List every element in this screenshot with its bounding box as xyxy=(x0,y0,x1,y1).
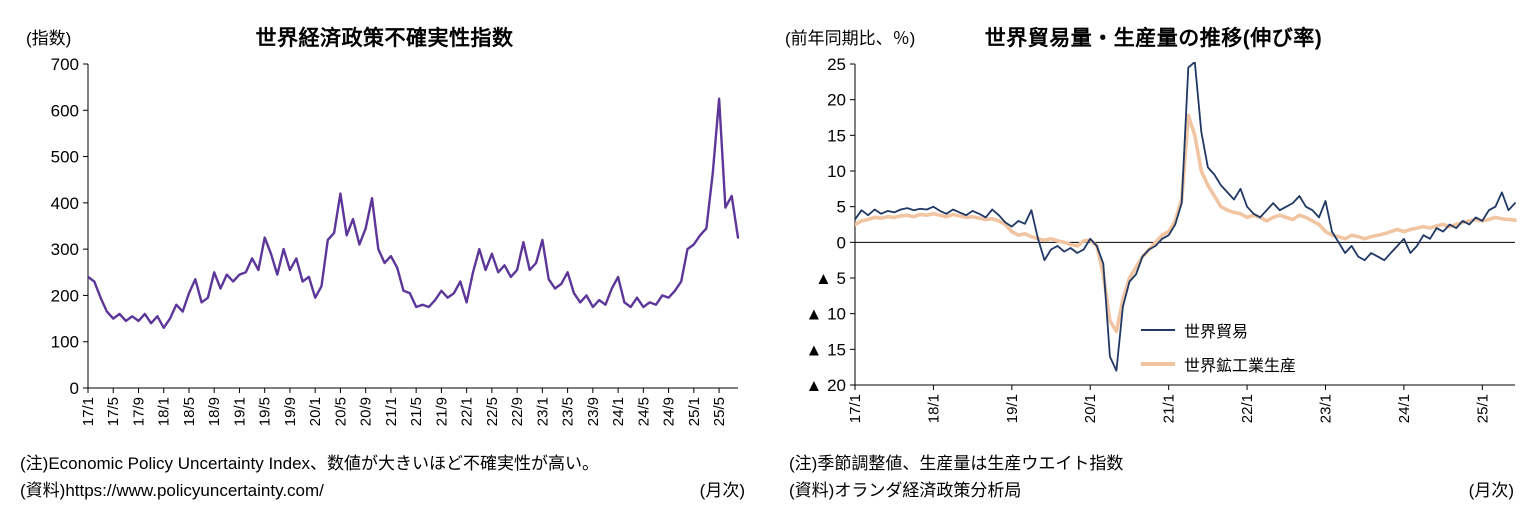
svg-text:21/1: 21/1 xyxy=(1161,394,1178,423)
svg-text:22/1: 22/1 xyxy=(459,397,476,426)
svg-text:17/9: 17/9 xyxy=(130,397,147,426)
epu-y-axis-unit-label: (指数) xyxy=(26,29,72,48)
svg-text:20/1: 20/1 xyxy=(307,397,324,426)
svg-text:500: 500 xyxy=(51,148,79,167)
svg-text:19/1: 19/1 xyxy=(1004,394,1021,423)
legend-item-world-industrial-production: 世界鉱工業生産 xyxy=(1141,352,1296,376)
svg-text:17/1: 17/1 xyxy=(847,394,864,423)
svg-text:24/5: 24/5 xyxy=(635,397,652,426)
svg-text:21/1: 21/1 xyxy=(383,397,400,426)
svg-text:20/9: 20/9 xyxy=(358,397,375,426)
svg-text:23/5: 23/5 xyxy=(560,397,577,426)
svg-text:25/5: 25/5 xyxy=(711,397,728,426)
svg-text:25: 25 xyxy=(827,55,846,74)
svg-text:▲ 15: ▲ 15 xyxy=(806,340,846,359)
svg-text:22/9: 22/9 xyxy=(509,397,526,426)
trade-chart-title: 世界貿易量・生産量の推移(伸び率) xyxy=(984,27,1323,50)
trade-y-axis-unit-label: (前年同期比、％) xyxy=(785,29,916,48)
world-industrial-production-line-swatch xyxy=(1141,362,1175,366)
svg-text:19/5: 19/5 xyxy=(257,397,274,426)
svg-text:10: 10 xyxy=(827,162,846,181)
svg-text:5: 5 xyxy=(837,198,846,217)
svg-text:25/1: 25/1 xyxy=(686,397,703,426)
svg-text:22/1: 22/1 xyxy=(1239,394,1256,423)
svg-text:23/1: 23/1 xyxy=(1317,394,1334,423)
svg-text:400: 400 xyxy=(51,194,79,213)
svg-text:18/9: 18/9 xyxy=(206,397,223,426)
world-trade-line-swatch xyxy=(1141,329,1175,331)
svg-text:600: 600 xyxy=(51,101,79,120)
trade-frequency-label: (月次) xyxy=(1468,481,1514,500)
svg-text:0: 0 xyxy=(70,379,79,398)
trade-chart-legend: 世界貿易 世界鉱工業生産 xyxy=(1141,318,1296,376)
svg-text:19/1: 19/1 xyxy=(231,397,248,426)
legend-label-world-trade: 世界貿易 xyxy=(1184,324,1249,341)
svg-text:0: 0 xyxy=(837,233,846,252)
epu-chart-title: 世界経済政策不確実性指数 xyxy=(255,27,514,50)
epu-source-note: (資料)https://www.policyuncertainty.com/ xyxy=(20,481,324,500)
trade-chart-panel: (前年同期比、％) 世界貿易量・生産量の推移(伸び率) 25 20 15 10 5 0 ▲ … xyxy=(769,0,1538,527)
svg-text:18/5: 18/5 xyxy=(181,397,198,426)
svg-text:24/1: 24/1 xyxy=(610,397,627,426)
svg-text:▲ 5: ▲ 5 xyxy=(815,269,846,288)
epu-note: (注)Economic Policy Uncertainty Index、数値が… xyxy=(20,454,600,473)
svg-text:20/1: 20/1 xyxy=(1082,394,1099,423)
svg-text:▲ 10: ▲ 10 xyxy=(806,305,846,324)
svg-text:21/5: 21/5 xyxy=(408,397,425,426)
legend-item-world-trade: 世界貿易 xyxy=(1141,318,1296,342)
epu-line-chart: 0 100 200 300 400 500 600 700 17/1 17/5 17/9 18/1 18… xyxy=(51,55,740,426)
svg-text:18/1: 18/1 xyxy=(925,394,942,423)
svg-text:23/1: 23/1 xyxy=(534,397,551,426)
svg-text:20/5: 20/5 xyxy=(332,397,349,426)
svg-text:24/9: 24/9 xyxy=(661,397,678,426)
svg-text:22/5: 22/5 xyxy=(484,397,501,426)
svg-text:700: 700 xyxy=(51,55,79,74)
epu-chart-panel: (指数) 世界経済政策不確実性指数 0 100 200 300 400 500 600 700… xyxy=(20,27,745,500)
epu-frequency-label: (月次) xyxy=(699,481,745,500)
svg-text:21/9: 21/9 xyxy=(433,397,450,426)
svg-text:17/5: 17/5 xyxy=(105,397,122,426)
svg-text:300: 300 xyxy=(51,240,79,259)
svg-text:23/9: 23/9 xyxy=(585,397,602,426)
svg-text:▲ 20: ▲ 20 xyxy=(806,376,846,395)
svg-text:15: 15 xyxy=(827,126,846,145)
svg-text:100: 100 xyxy=(51,333,79,352)
legend-label-world-industrial-production: 世界鉱工業生産 xyxy=(1184,358,1297,375)
trade-note: (注)季節調整値、生産量は生産ウエイト指数 xyxy=(789,454,1124,473)
trade-source-note: (資料)オランダ経済政策分析局 xyxy=(789,481,1022,500)
svg-text:25/1: 25/1 xyxy=(1474,394,1491,423)
svg-text:200: 200 xyxy=(51,286,79,305)
svg-text:20: 20 xyxy=(827,91,846,110)
svg-text:19/9: 19/9 xyxy=(282,397,299,426)
svg-text:17/1: 17/1 xyxy=(80,397,97,426)
svg-text:24/1: 24/1 xyxy=(1396,394,1413,423)
svg-text:18/1: 18/1 xyxy=(156,397,173,426)
